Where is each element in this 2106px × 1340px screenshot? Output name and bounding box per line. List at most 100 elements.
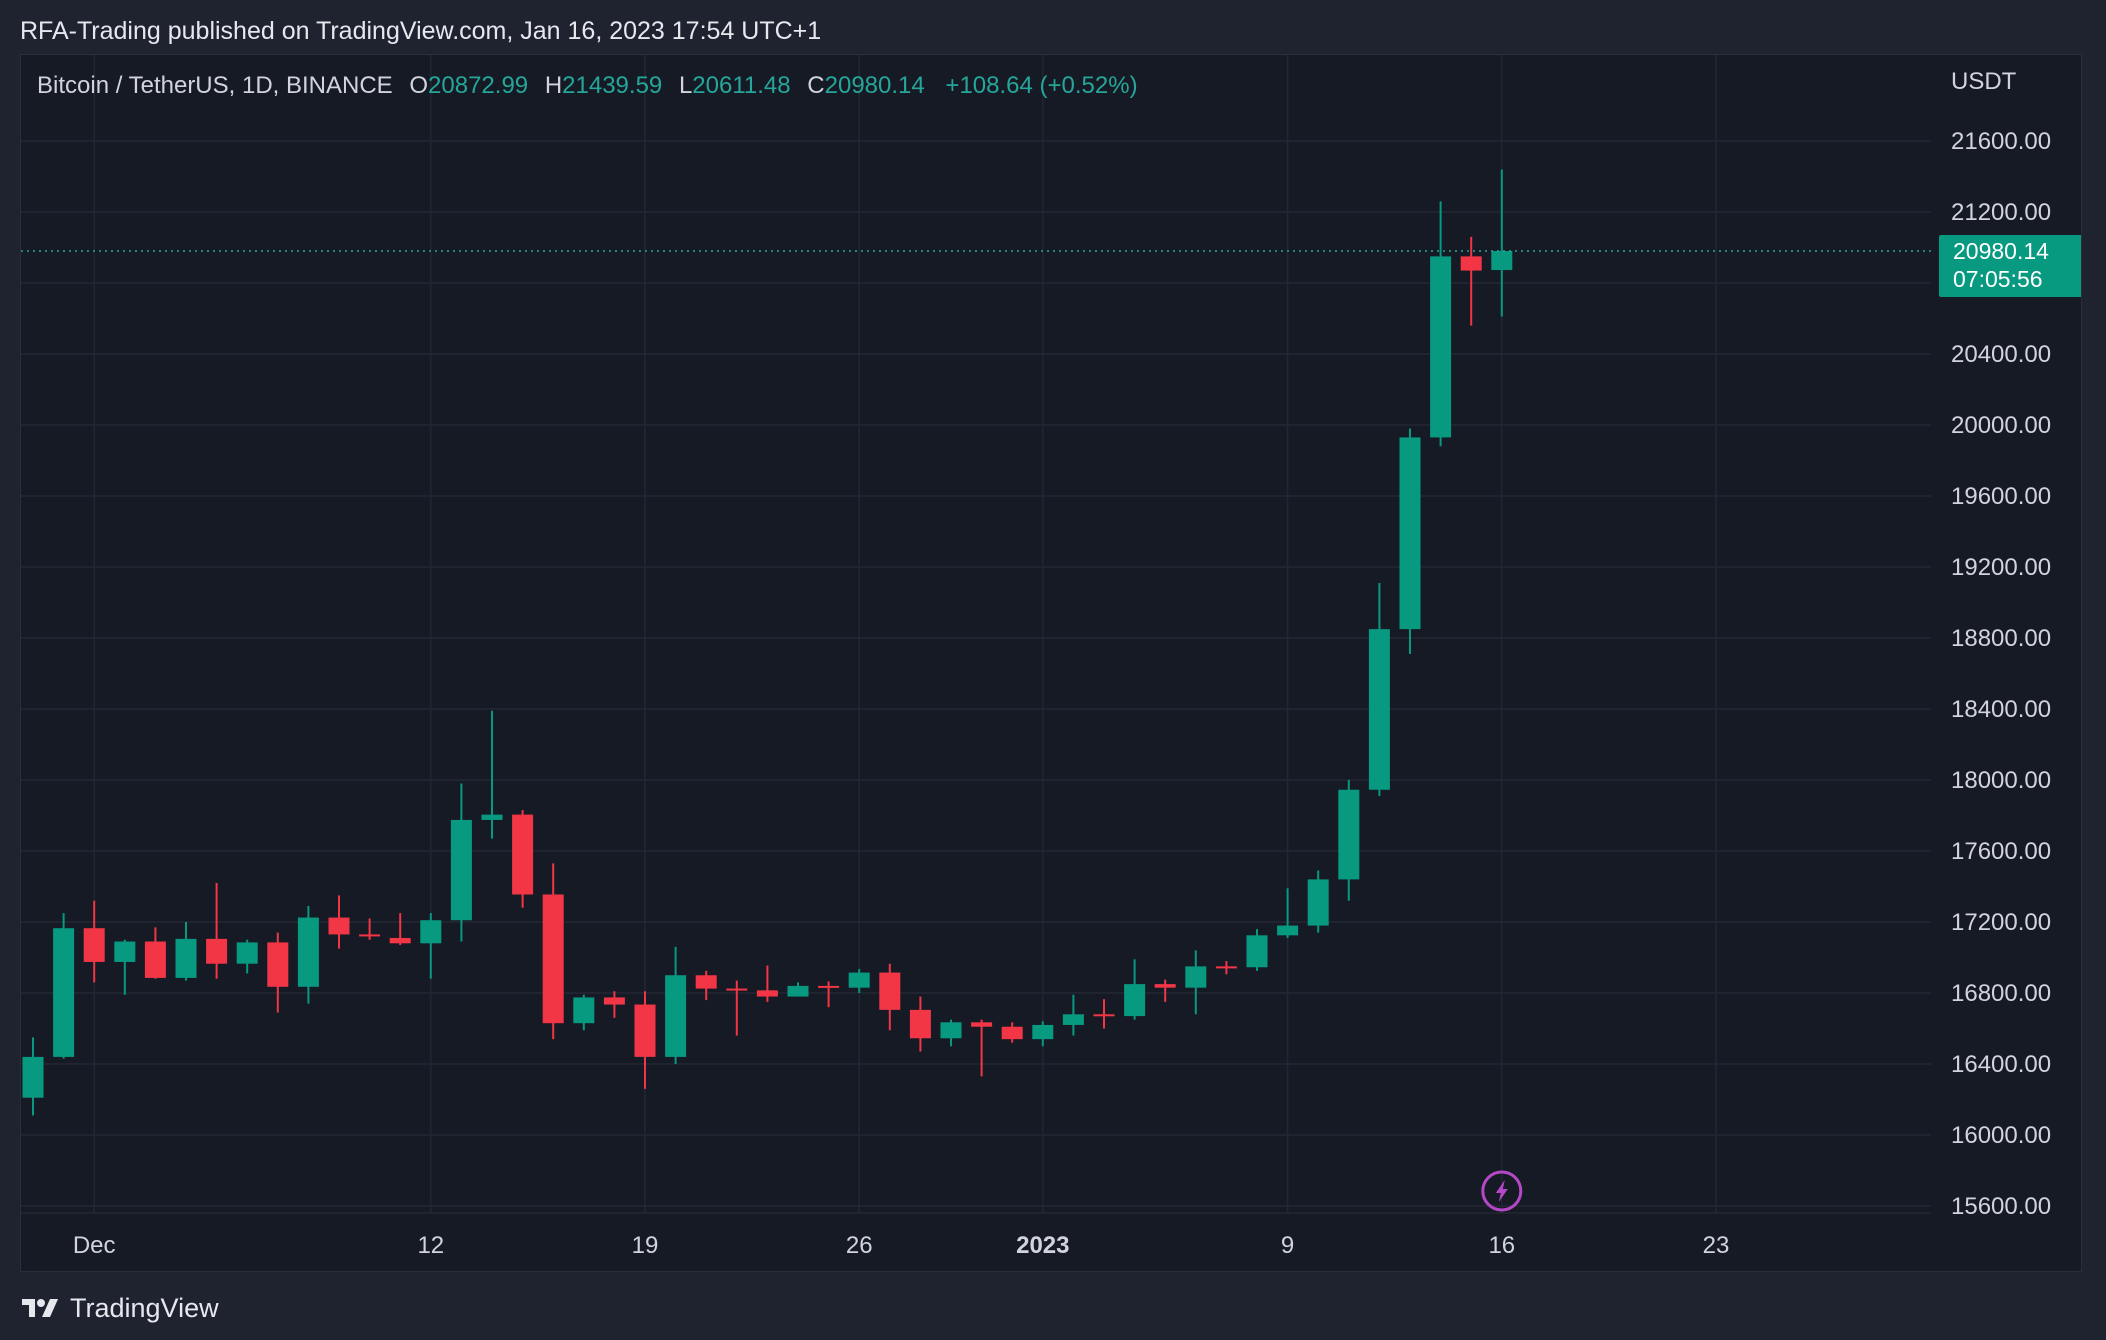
candle[interactable] bbox=[1399, 428, 1421, 654]
candle[interactable] bbox=[1491, 169, 1513, 317]
candle[interactable] bbox=[359, 918, 381, 940]
price-tick-label: 16800.00 bbox=[1951, 980, 2051, 1007]
candle-body bbox=[787, 985, 809, 997]
candle-body bbox=[573, 997, 595, 1024]
price-tick-label: 18800.00 bbox=[1951, 625, 2051, 652]
last-price-label: 20980.14 07:05:56 bbox=[1939, 235, 2081, 298]
price-tick-label: 16400.00 bbox=[1951, 1051, 2051, 1078]
candle-body bbox=[940, 1022, 962, 1039]
close-value: 20980.14 bbox=[824, 72, 925, 99]
candle[interactable] bbox=[848, 969, 870, 993]
time-tick-label: Dec bbox=[73, 1232, 116, 1259]
candle-body bbox=[1338, 789, 1360, 880]
candle-body bbox=[1430, 256, 1452, 438]
candle[interactable] bbox=[512, 810, 534, 908]
candle[interactable] bbox=[1062, 994, 1084, 1036]
candles bbox=[22, 169, 1513, 1116]
candle-body bbox=[1124, 984, 1146, 1017]
candle[interactable] bbox=[53, 913, 75, 1059]
candle[interactable] bbox=[971, 1019, 993, 1077]
low-value: 20611.48 bbox=[692, 72, 791, 99]
candle[interactable] bbox=[940, 1019, 962, 1047]
candle[interactable] bbox=[756, 965, 778, 1002]
price-tick-label: 19600.00 bbox=[1951, 483, 2051, 510]
candle[interactable] bbox=[909, 996, 931, 1052]
candle[interactable] bbox=[420, 913, 442, 979]
candle-body bbox=[1277, 925, 1299, 936]
open-key: O bbox=[409, 72, 429, 99]
candle[interactable] bbox=[1368, 582, 1390, 796]
candle[interactable] bbox=[726, 980, 748, 1036]
candle[interactable] bbox=[1001, 1022, 1023, 1043]
candle[interactable] bbox=[634, 991, 656, 1089]
candle-body bbox=[297, 917, 319, 987]
low-key: L bbox=[678, 72, 693, 99]
candle-body bbox=[1491, 251, 1513, 271]
high-key: H bbox=[544, 72, 563, 99]
candle[interactable] bbox=[818, 981, 840, 1008]
candle[interactable] bbox=[83, 900, 105, 983]
candle-body bbox=[756, 990, 778, 997]
candle[interactable] bbox=[144, 927, 166, 979]
axis-currency-label: USDT bbox=[1951, 68, 2017, 95]
price-tick-label: 21600.00 bbox=[1951, 128, 2051, 155]
candle[interactable] bbox=[236, 939, 258, 974]
candle[interactable] bbox=[175, 922, 197, 981]
candle-body bbox=[879, 972, 901, 1010]
candlestick-chart[interactable]: 15600.00 16000.00 16400.00 16800.00 17200.00… bbox=[21, 55, 2081, 1271]
candle[interactable] bbox=[1093, 999, 1115, 1029]
chart-frame[interactable]: 15600.00 16000.00 16400.00 16800.00 17200.00… bbox=[20, 54, 2082, 1272]
candle[interactable] bbox=[1338, 780, 1360, 901]
candle-body bbox=[1460, 256, 1482, 271]
candle[interactable] bbox=[1430, 201, 1452, 447]
candle-body bbox=[236, 942, 258, 964]
price-tick-label: 17200.00 bbox=[1951, 909, 2051, 936]
candle-body bbox=[1399, 437, 1421, 630]
candle-body bbox=[603, 997, 625, 1005]
candle[interactable] bbox=[787, 982, 809, 997]
candle-body bbox=[144, 941, 166, 978]
chart-legend: Bitcoin / TetherUS, 1D, BINANCE O20872.9… bbox=[37, 71, 1138, 101]
candle[interactable] bbox=[389, 913, 411, 946]
candle[interactable] bbox=[665, 946, 687, 1064]
candle[interactable] bbox=[1032, 1021, 1054, 1047]
price-axis: 15600.00 16000.00 16400.00 16800.00 17200.00… bbox=[1951, 128, 2051, 1220]
candle[interactable] bbox=[206, 882, 228, 979]
candle[interactable] bbox=[1246, 929, 1268, 971]
candle[interactable] bbox=[1277, 888, 1299, 938]
candle-body bbox=[1246, 935, 1268, 968]
price-tick-label: 21200.00 bbox=[1951, 199, 2051, 226]
candle[interactable] bbox=[114, 939, 136, 995]
candle-body bbox=[83, 928, 105, 962]
candle[interactable] bbox=[297, 906, 319, 1004]
candle-body bbox=[726, 988, 748, 991]
price-tick-label: 20400.00 bbox=[1951, 341, 2051, 368]
candle[interactable] bbox=[1460, 236, 1482, 326]
candle[interactable] bbox=[695, 970, 717, 1001]
grid-lines bbox=[21, 55, 1931, 1214]
symbol-description[interactable]: Bitcoin / TetherUS, 1D, BINANCE bbox=[37, 72, 393, 99]
time-tick-label: 2023 bbox=[1016, 1232, 1069, 1259]
candle[interactable] bbox=[573, 994, 595, 1031]
candle[interactable] bbox=[1154, 979, 1176, 1002]
candle-body bbox=[114, 941, 136, 962]
candle-body bbox=[175, 938, 197, 978]
candle[interactable] bbox=[1215, 961, 1237, 975]
candle[interactable] bbox=[542, 863, 564, 1040]
candle[interactable] bbox=[1185, 950, 1207, 1015]
candle-body bbox=[512, 814, 534, 895]
candle-body bbox=[909, 1009, 931, 1039]
candle[interactable] bbox=[1124, 959, 1146, 1020]
candle[interactable] bbox=[481, 710, 503, 839]
candle[interactable] bbox=[267, 932, 289, 1013]
price-tick-label: 18400.00 bbox=[1951, 696, 2051, 723]
candle[interactable] bbox=[879, 963, 901, 1031]
candle[interactable] bbox=[22, 1037, 44, 1116]
candle[interactable] bbox=[450, 783, 472, 942]
candle[interactable] bbox=[328, 895, 350, 949]
candle[interactable] bbox=[1307, 870, 1329, 933]
brand-name: TradingView bbox=[70, 1292, 219, 1323]
lightning-bolt-icon[interactable] bbox=[1481, 1170, 1523, 1212]
candle-body bbox=[1001, 1026, 1023, 1040]
candle[interactable] bbox=[603, 991, 625, 1018]
